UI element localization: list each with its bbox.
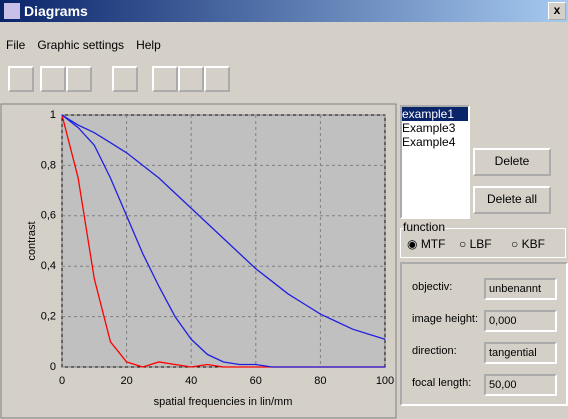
plot-area (62, 115, 385, 367)
radio[interactable]: ○ KBF (511, 237, 545, 251)
app-window: Diagrams x File Graphic settings Help spat… (0, 0, 568, 419)
field-label: image height: (412, 313, 478, 325)
field-value[interactable]: 50,00 (484, 374, 557, 396)
field-value[interactable]: unbenannt (484, 278, 557, 300)
tool-folder[interactable] (204, 66, 230, 92)
tool-print[interactable] (112, 66, 138, 92)
field-label: objectiv: (412, 281, 452, 293)
list-item[interactable]: Example3 (402, 121, 468, 135)
y-tick-label: 0 (50, 361, 56, 373)
field-label: direction: (412, 345, 457, 357)
tool-save-all[interactable] (66, 66, 92, 92)
tool-copy[interactable] (152, 66, 178, 92)
tool-book[interactable] (178, 66, 204, 92)
y-tick-label: 0,8 (41, 159, 56, 171)
info-panel: objectiv: unbenannt image height: 0,000 dire… (400, 262, 568, 406)
x-axis-label: spatial frequencies in lin/mm (154, 396, 293, 408)
field-value[interactable]: tangential (484, 342, 557, 364)
radio[interactable]: ○ LBF (459, 237, 492, 251)
app-icon (4, 3, 20, 19)
x-tick-label: 40 (185, 375, 197, 387)
list-item[interactable]: Example4 (402, 135, 468, 149)
field-label: focal length: (412, 377, 471, 389)
tool-save[interactable] (40, 66, 66, 92)
tool-open[interactable] (8, 66, 34, 92)
radio-label: MTF (421, 237, 446, 251)
y-tick-label: 0,6 (41, 210, 56, 222)
function-group: function ◉ MTF ○ LBF ○ KBF (400, 228, 566, 258)
x-tick-label: 80 (314, 375, 326, 387)
radio[interactable]: ◉ MTF (407, 237, 445, 251)
field-value[interactable]: 0,000 (484, 310, 557, 332)
title-bar: Diagrams x (0, 0, 568, 22)
delete-button[interactable]: Delete (473, 148, 551, 176)
radio-label: LBF (470, 237, 492, 251)
y-tick-label: 0,4 (41, 260, 56, 272)
y-tick-label: 1 (50, 109, 56, 121)
x-tick-label: 0 (59, 375, 65, 387)
menu-item[interactable]: Help (136, 38, 161, 52)
y-axis-label: contrast (26, 221, 38, 260)
list-item[interactable]: example1 (402, 107, 468, 121)
list-box: example1 Example3 Example4 (400, 105, 470, 219)
window-title: Diagrams (24, 0, 88, 22)
x-tick-label: 60 (250, 375, 262, 387)
menu-item[interactable]: Graphic settings (37, 38, 124, 52)
close-button[interactable]: x (548, 2, 566, 20)
chart: spatial frequencies in lin/mm contrast 0… (0, 103, 397, 419)
x-tick-label: 20 (120, 375, 132, 387)
delete-all-button[interactable]: Delete all (473, 186, 551, 214)
x-tick-label: 100 (376, 375, 394, 387)
radio-label: KBF (522, 237, 545, 251)
menu-bar: File Graphic settings Help (0, 38, 167, 56)
group-title: function (403, 220, 445, 234)
y-tick-label: 0,2 (41, 311, 56, 323)
menu-item[interactable]: File (6, 38, 25, 52)
